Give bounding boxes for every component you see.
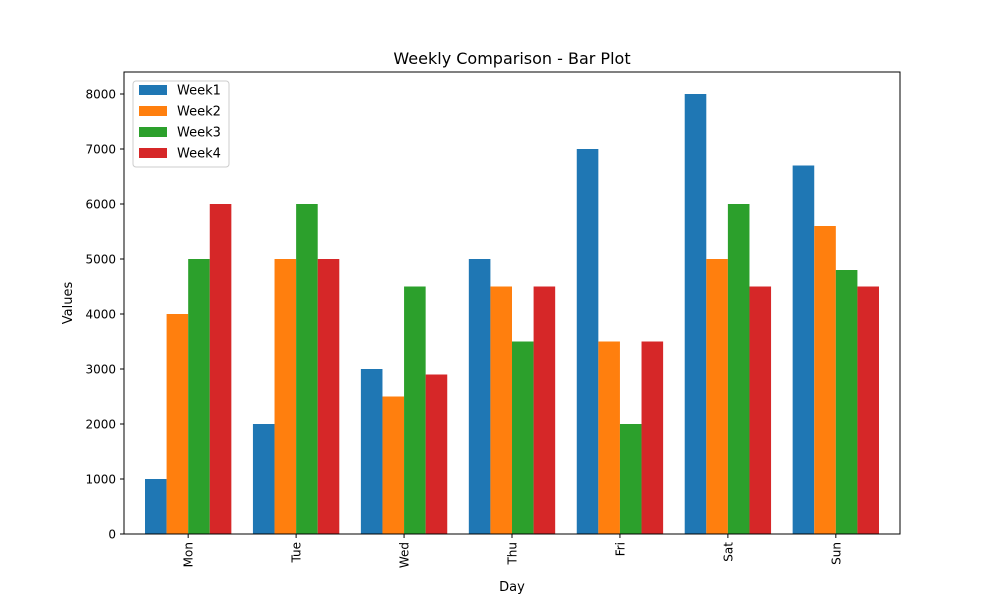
- legend-swatch-week4: [139, 148, 167, 158]
- bar-week2-sun: [814, 226, 836, 534]
- y-tick-label: 1000: [85, 473, 116, 487]
- x-tick-label: Wed: [398, 542, 412, 568]
- x-tick-label: Sun: [829, 542, 843, 565]
- y-tick-label: 7000: [85, 143, 116, 157]
- bar-week2-mon: [166, 314, 189, 534]
- bar-week1-tue: [252, 424, 275, 534]
- bar-week2-wed: [382, 396, 405, 534]
- x-axis-label: Day: [499, 580, 525, 595]
- bar-week3-tue: [296, 204, 318, 534]
- y-tick-label: 6000: [85, 198, 116, 212]
- bars-group: [145, 94, 879, 534]
- x-tick-label: Thu: [506, 542, 520, 566]
- bar-week4-sun: [857, 286, 879, 534]
- bar-week4-sat: [749, 286, 772, 534]
- x-axis: Mon Tue Wed Thu Fri Sat Sun: [182, 534, 843, 568]
- y-axis-label: Values: [61, 282, 76, 325]
- bar-week4-fri: [641, 341, 664, 534]
- bar-week2-tue: [274, 259, 297, 534]
- y-tick-label: 8000: [85, 88, 116, 102]
- bar-week3-mon: [188, 259, 210, 534]
- bar-week3-thu: [512, 341, 534, 534]
- chart-title: Weekly Comparison - Bar Plot: [393, 49, 630, 68]
- bar-week2-thu: [490, 286, 512, 534]
- y-axis: 0 1000 2000 3000 4000 5000 6000 7000 8000: [85, 88, 124, 542]
- bar-week2-sat: [706, 259, 728, 534]
- bar-week2-fri: [598, 341, 620, 534]
- y-tick-label: 0: [108, 528, 116, 542]
- x-tick-label: Mon: [182, 542, 196, 567]
- bar-week3-sun: [835, 270, 858, 534]
- x-tick-label: Fri: [613, 542, 627, 556]
- bar-week1-sat: [684, 94, 707, 534]
- bar-week1-wed: [360, 369, 383, 534]
- bar-week3-sat: [727, 204, 750, 534]
- legend-box: [132, 80, 230, 168]
- legend-label-week4: Week4: [177, 147, 221, 162]
- bar-week4-mon: [209, 204, 232, 534]
- legend-label-week2: Week2: [177, 105, 221, 120]
- bar-week4-tue: [317, 259, 340, 534]
- legend-swatch-week3: [139, 127, 167, 137]
- y-tick-label: 3000: [85, 363, 116, 377]
- y-tick-label: 2000: [85, 418, 116, 432]
- bar-week1-thu: [468, 259, 491, 534]
- y-tick-label: 4000: [85, 308, 116, 322]
- bar-week1-sun: [792, 165, 815, 534]
- x-tick-label: Sat: [721, 542, 735, 562]
- bar-week4-thu: [533, 286, 556, 534]
- legend-swatch-week2: [139, 106, 167, 116]
- legend-swatch-week1: [139, 85, 167, 95]
- y-tick-label: 5000: [85, 253, 116, 267]
- bar-week3-fri: [619, 424, 642, 534]
- bar-week4-wed: [425, 374, 448, 534]
- bar-week1-mon: [145, 479, 167, 534]
- bar-week1-fri: [576, 149, 599, 534]
- x-tick-label: Tue: [290, 542, 304, 564]
- legend-label-week1: Week1: [177, 84, 221, 99]
- bar-week3-wed: [404, 286, 426, 534]
- legend: Week1 Week2 Week3 Week4: [132, 80, 230, 168]
- legend-label-week3: Week3: [177, 126, 221, 141]
